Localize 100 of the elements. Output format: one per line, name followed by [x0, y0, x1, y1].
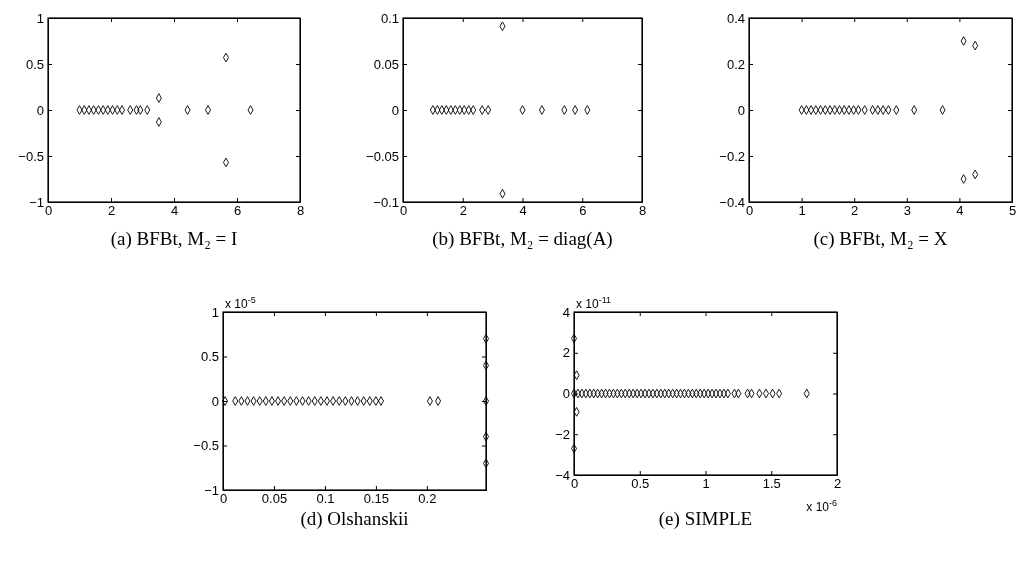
point: [573, 407, 580, 417]
y-tick-label: 0.5: [200, 349, 219, 365]
point: [573, 370, 580, 380]
point: [144, 105, 151, 115]
point: [465, 105, 472, 115]
x-tick-label: 2: [833, 476, 842, 492]
point: [429, 105, 436, 115]
y-tick-label: 0.4: [726, 10, 745, 26]
x-tick-label: 2: [459, 203, 467, 219]
point: [354, 396, 361, 406]
y-tick-label: 0.5: [25, 56, 44, 72]
point: [366, 396, 373, 406]
x-tick-label: 1: [798, 203, 806, 219]
point: [885, 105, 892, 115]
y-tick-label: 2: [562, 345, 570, 361]
point: [893, 105, 900, 115]
x-tick-label: 2: [107, 203, 116, 219]
point: [479, 105, 486, 115]
point: [434, 105, 441, 115]
x-tick-label: 3: [903, 203, 911, 219]
point: [262, 396, 269, 406]
point: [584, 105, 591, 115]
point: [330, 396, 337, 406]
point: [100, 105, 107, 115]
text: x 10$^{-6}$: [806, 498, 837, 514]
x-tick-label: 0.15: [363, 491, 390, 507]
x-tick-label: 6: [233, 203, 242, 219]
point: [817, 105, 824, 115]
x-tick-label: 6: [579, 203, 587, 219]
y-tick-label: 0.2: [726, 56, 745, 72]
y-tick-label: 0: [737, 102, 745, 118]
y-tick-label: −2: [555, 426, 570, 442]
x-tick-label: 0.2: [418, 491, 437, 507]
point: [831, 105, 838, 115]
text: x 10$^{-11}$: [576, 295, 612, 311]
y-tick-label: 0: [562, 386, 570, 402]
point: [456, 105, 463, 115]
y-tick-label: 1: [36, 10, 44, 26]
point: [845, 105, 852, 115]
point: [90, 105, 97, 115]
x-tick-label: 8: [638, 203, 647, 219]
text: (b) BFBt, M₂ = diag(A): [432, 228, 613, 250]
point: [452, 105, 459, 115]
x-tick-label: 4: [956, 203, 964, 219]
point: [808, 105, 815, 115]
y-tick-label: −0.5: [18, 148, 44, 164]
point: [127, 105, 134, 115]
x-tick-label: 2: [851, 203, 859, 219]
point: [538, 105, 545, 115]
point: [317, 396, 324, 406]
x-tick-label: 8: [296, 203, 305, 219]
point: [461, 105, 468, 115]
point: [85, 105, 92, 115]
point: [869, 105, 876, 115]
point: [155, 93, 162, 103]
point: [268, 396, 275, 406]
point: [360, 396, 367, 406]
point: [874, 105, 881, 115]
point: [287, 396, 294, 406]
point: [841, 105, 848, 115]
point: [348, 396, 355, 406]
point: [305, 396, 312, 406]
point: [222, 396, 229, 406]
point: [880, 105, 887, 115]
y-tick-label: −0.2: [719, 148, 745, 164]
point: [561, 105, 568, 115]
point: [485, 105, 492, 115]
text: x 10$^{-5}$: [225, 295, 256, 311]
y-tick-label: 1: [211, 304, 219, 320]
x-tick-label: 0.05: [261, 491, 288, 507]
point: [342, 396, 349, 406]
point: [114, 105, 121, 115]
y-tick-label: 0.1: [380, 10, 399, 26]
y-tick-label: −1: [29, 194, 44, 210]
point: [184, 105, 191, 115]
point: [572, 105, 579, 115]
point: [281, 396, 288, 406]
point: [76, 105, 83, 115]
y-tick-label: −0.1: [373, 194, 399, 210]
point: [95, 105, 102, 115]
text: (d) Olshanskii: [300, 508, 409, 530]
point: [822, 105, 829, 115]
y-tick-label: −1: [204, 482, 219, 498]
point: [443, 105, 450, 115]
point: [855, 105, 862, 115]
y-tick-label: 0: [391, 102, 399, 118]
point: [81, 105, 88, 115]
point: [438, 105, 445, 115]
x-tick-label: 1.5: [762, 476, 781, 492]
point: [850, 105, 857, 115]
point: [137, 105, 144, 115]
point: [861, 105, 868, 115]
y-tick-label: −0.5: [193, 438, 219, 454]
x-tick-label: 4: [170, 203, 179, 219]
point: [519, 105, 526, 115]
point: [812, 105, 819, 115]
point: [960, 36, 967, 46]
point: [470, 105, 477, 115]
x-tick-label: 5: [1008, 203, 1017, 219]
y-tick-label: 4: [562, 304, 570, 320]
